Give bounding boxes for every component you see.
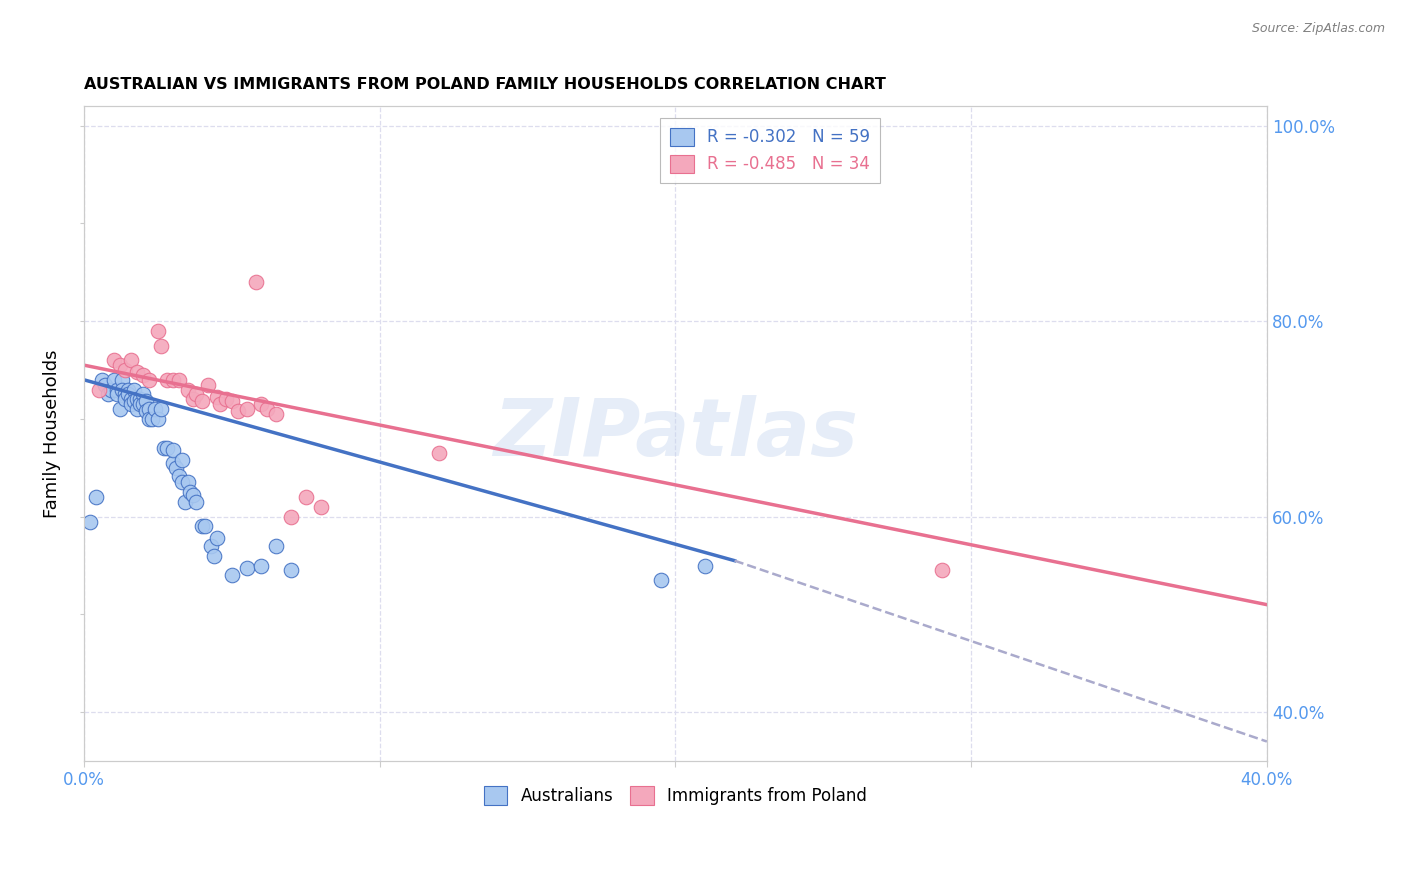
Point — [84, 490, 107, 504]
Point — [309, 500, 332, 514]
Point — [90, 373, 112, 387]
Point — [105, 387, 128, 401]
Point — [173, 495, 195, 509]
Point — [813, 881, 835, 892]
Point — [235, 402, 257, 417]
Point — [111, 383, 134, 397]
Point — [264, 407, 287, 421]
Point — [87, 383, 110, 397]
Point — [135, 394, 157, 409]
Point — [156, 442, 179, 456]
Point — [162, 443, 184, 458]
Point — [191, 394, 214, 409]
Text: ZIPatlas: ZIPatlas — [494, 394, 858, 473]
Point — [170, 453, 193, 467]
Point — [183, 392, 205, 407]
Point — [103, 373, 125, 387]
Legend: Australians, Immigrants from Poland: Australians, Immigrants from Poland — [478, 780, 873, 812]
Point — [205, 531, 228, 545]
Point — [108, 402, 131, 417]
Point — [186, 495, 208, 509]
Point — [138, 402, 160, 417]
Point — [165, 460, 187, 475]
Point — [114, 392, 136, 407]
Point — [205, 391, 228, 405]
Point — [100, 383, 122, 397]
Point — [103, 353, 125, 368]
Point — [167, 468, 190, 483]
Point — [280, 509, 302, 524]
Point — [120, 392, 142, 407]
Point — [427, 446, 450, 460]
Point — [209, 397, 232, 411]
Point — [124, 383, 146, 397]
Point — [105, 383, 128, 397]
Point — [146, 324, 169, 338]
Point — [167, 373, 190, 387]
Point — [127, 392, 149, 407]
Point — [179, 485, 201, 500]
Point — [197, 377, 219, 392]
Point — [127, 365, 149, 379]
Point — [120, 397, 142, 411]
Point — [650, 573, 672, 587]
Point — [191, 519, 214, 533]
Point — [97, 387, 120, 401]
Point — [143, 402, 166, 417]
Point — [120, 353, 142, 368]
Point — [183, 488, 205, 502]
Point — [693, 558, 716, 573]
Point — [149, 402, 172, 417]
Point — [135, 404, 157, 418]
Point — [79, 515, 101, 529]
Point — [235, 560, 257, 574]
Point — [221, 568, 243, 582]
Point — [295, 490, 318, 504]
Point — [200, 539, 222, 553]
Point — [129, 397, 152, 411]
Point — [132, 368, 155, 382]
Point — [114, 387, 136, 401]
Y-axis label: Family Households: Family Households — [44, 350, 60, 518]
Point — [93, 377, 115, 392]
Point — [176, 475, 198, 490]
Point — [108, 358, 131, 372]
Text: Source: ZipAtlas.com: Source: ZipAtlas.com — [1251, 22, 1385, 36]
Point — [138, 412, 160, 426]
Point — [186, 387, 208, 401]
Point — [226, 404, 249, 418]
Point — [202, 549, 225, 563]
Point — [221, 394, 243, 409]
Point — [162, 456, 184, 470]
Point — [280, 564, 302, 578]
Point — [162, 373, 184, 387]
Point — [111, 373, 134, 387]
Point — [153, 442, 176, 456]
Point — [194, 519, 217, 533]
Point — [170, 475, 193, 490]
Point — [250, 558, 273, 573]
Point — [127, 402, 149, 417]
Point — [149, 338, 172, 352]
Point — [129, 392, 152, 407]
Point — [156, 373, 179, 387]
Point — [138, 373, 160, 387]
Point — [124, 394, 146, 409]
Point — [264, 539, 287, 553]
Point — [141, 412, 163, 426]
Point — [931, 564, 953, 578]
Point — [132, 387, 155, 401]
Text: AUSTRALIAN VS IMMIGRANTS FROM POLAND FAMILY HOUSEHOLDS CORRELATION CHART: AUSTRALIAN VS IMMIGRANTS FROM POLAND FAM… — [84, 78, 886, 93]
Point — [132, 397, 155, 411]
Point — [117, 387, 139, 401]
Point — [176, 383, 198, 397]
Point — [245, 275, 267, 289]
Point — [256, 402, 278, 417]
Point — [250, 397, 273, 411]
Point — [215, 392, 238, 407]
Point — [117, 383, 139, 397]
Point — [146, 412, 169, 426]
Point — [114, 363, 136, 377]
